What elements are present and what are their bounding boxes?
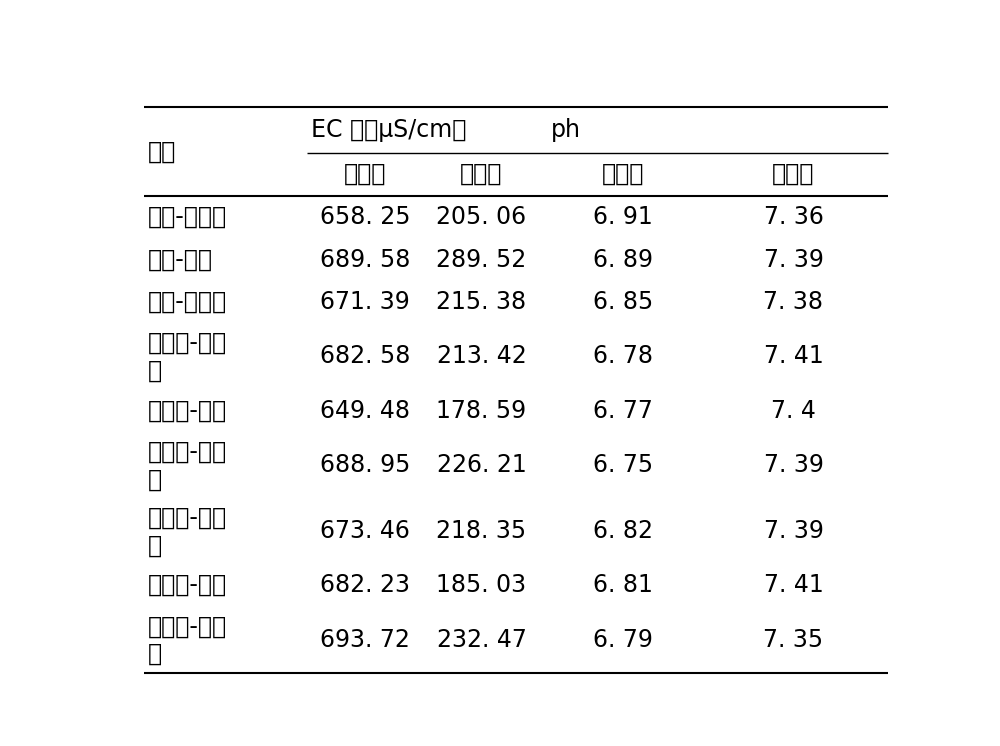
Text: 289. 52: 289. 52: [436, 248, 527, 272]
Text: 689. 58: 689. 58: [320, 248, 410, 272]
Text: 水作前: 水作前: [602, 162, 644, 186]
Text: 菜: 菜: [148, 642, 162, 666]
Text: 小白菜-空心: 小白菜-空心: [148, 614, 227, 639]
Text: 6. 75: 6. 75: [593, 453, 653, 477]
Text: 658. 25: 658. 25: [320, 205, 411, 229]
Text: 小白菜-西洋: 小白菜-西洋: [148, 506, 227, 530]
Text: 226. 21: 226. 21: [437, 453, 526, 477]
Text: 6. 89: 6. 89: [593, 248, 653, 272]
Text: 673. 46: 673. 46: [320, 519, 410, 543]
Text: 7. 35: 7. 35: [763, 627, 824, 651]
Text: 7. 41: 7. 41: [764, 345, 823, 369]
Text: 大白菜-空心: 大白菜-空心: [148, 439, 227, 464]
Text: 菜心-空心菜: 菜心-空心菜: [148, 290, 227, 314]
Text: 菜: 菜: [148, 468, 162, 492]
Text: ph: ph: [551, 118, 581, 142]
Text: 213. 42: 213. 42: [437, 345, 526, 369]
Text: 6. 85: 6. 85: [593, 290, 653, 314]
Text: 178. 59: 178. 59: [436, 398, 527, 423]
Text: 682. 23: 682. 23: [320, 573, 410, 598]
Text: 7. 41: 7. 41: [764, 573, 823, 598]
Text: 小白菜-水芹: 小白菜-水芹: [148, 573, 227, 598]
Text: 大白菜-西洋: 大白菜-西洋: [148, 331, 227, 355]
Text: EC 値（μS/cm）: EC 値（μS/cm）: [311, 118, 466, 142]
Text: 671. 39: 671. 39: [320, 290, 410, 314]
Text: 649. 48: 649. 48: [320, 398, 410, 423]
Text: 7. 38: 7. 38: [763, 290, 823, 314]
Text: 水作后: 水作后: [460, 162, 503, 186]
Text: 215. 38: 215. 38: [436, 290, 527, 314]
Text: 7. 36: 7. 36: [764, 205, 823, 229]
Text: 185. 03: 185. 03: [436, 573, 527, 598]
Text: 水作后: 水作后: [772, 162, 815, 186]
Text: 7. 39: 7. 39: [764, 519, 823, 543]
Text: 菜: 菜: [148, 359, 162, 383]
Text: 菜: 菜: [148, 533, 162, 557]
Text: 大白菜-水芹: 大白菜-水芹: [148, 398, 227, 423]
Text: 6. 79: 6. 79: [593, 627, 653, 651]
Text: 6. 77: 6. 77: [593, 398, 653, 423]
Text: 菜心-西洋菜: 菜心-西洋菜: [148, 205, 227, 229]
Text: 693. 72: 693. 72: [320, 627, 410, 651]
Text: 232. 47: 232. 47: [437, 627, 526, 651]
Text: 7. 39: 7. 39: [764, 248, 823, 272]
Text: 205. 06: 205. 06: [436, 205, 527, 229]
Text: 7. 39: 7. 39: [764, 453, 823, 477]
Text: 6. 81: 6. 81: [593, 573, 653, 598]
Text: 218. 35: 218. 35: [436, 519, 527, 543]
Text: 6. 82: 6. 82: [593, 519, 653, 543]
Text: 菜心-水芹: 菜心-水芹: [148, 248, 213, 272]
Text: 682. 58: 682. 58: [320, 345, 410, 369]
Text: 6. 78: 6. 78: [593, 345, 653, 369]
Text: 水作前: 水作前: [344, 162, 386, 186]
Text: 处理: 处理: [148, 140, 176, 163]
Text: 6. 91: 6. 91: [593, 205, 653, 229]
Text: 7. 4: 7. 4: [771, 398, 816, 423]
Text: 688. 95: 688. 95: [320, 453, 410, 477]
